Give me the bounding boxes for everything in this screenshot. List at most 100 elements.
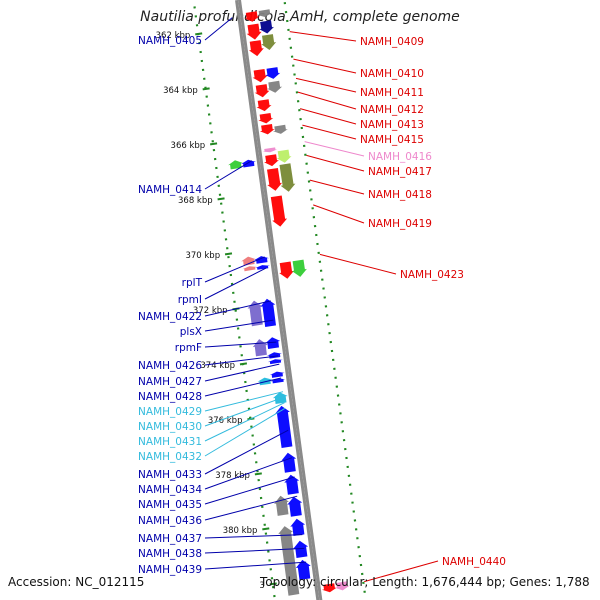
gene-label-right: NAMH_0409	[360, 36, 424, 48]
tick-mark	[262, 527, 270, 531]
gene-feature	[267, 80, 283, 93]
gene-label-left: NAMH_0435	[138, 499, 202, 511]
gene-label-left: NAMH_0422	[138, 311, 202, 323]
label-leader-left	[204, 341, 277, 348]
gene-feature	[322, 583, 337, 593]
tick-label: 380 kbp	[223, 526, 258, 536]
gene-feature	[249, 40, 264, 57]
label-leader-left	[204, 534, 303, 539]
gene-feature	[287, 496, 303, 517]
gene-feature	[293, 540, 309, 558]
gene-label-right: NAMH_0419	[368, 218, 432, 230]
tick-label: 364 kbp	[163, 86, 198, 96]
tick-mark	[224, 252, 233, 256]
gene-label-right: NAMH_0440	[442, 556, 506, 568]
gene-label-right: NAMH_0418	[368, 189, 432, 201]
gene-feature	[228, 160, 243, 170]
label-leader-left	[204, 363, 280, 382]
gene-label-left: rplT	[182, 277, 203, 289]
tick-label: 366 kbp	[171, 141, 206, 151]
tick-mark	[254, 472, 262, 476]
tick-label: 370 kbp	[185, 251, 220, 261]
tick-mark	[202, 87, 210, 91]
label-leader-left	[204, 160, 252, 190]
gene-label-left: rpmI	[178, 294, 202, 306]
backbone-line-1	[237, 0, 323, 600]
gene-label-left: NAMH_0434	[138, 484, 202, 496]
backbone-layer	[193, 0, 367, 600]
label-leader-left	[204, 402, 285, 442]
gene-feature	[242, 266, 258, 272]
gene-feature	[244, 11, 260, 22]
label-leader-left	[204, 377, 282, 397]
label-leader-left	[204, 267, 267, 300]
gene-feature	[273, 124, 288, 134]
gene-label-left: plsX	[180, 326, 202, 338]
label-leader-right	[364, 560, 439, 583]
label-leader-left	[204, 457, 293, 490]
gene-feature	[256, 99, 272, 112]
label-leader-left	[204, 407, 286, 457]
label-layer: NAMH_0409 NAMH_0410 NAMH_0411 NAMH_0412 NAMH…	[138, 17, 506, 583]
gene-label-left: NAMH_0429	[138, 406, 202, 418]
feature-layer	[228, 9, 350, 596]
label-leader-left	[204, 495, 298, 521]
gene-label-right: NAMH_0423	[400, 269, 464, 281]
map-title: Nautilia profundicola AmH, complete geno…	[140, 9, 460, 25]
gene-feature	[279, 163, 296, 192]
gene-feature	[259, 20, 274, 34]
gene-label-left: NAMH_0426	[138, 360, 202, 372]
backbone-line-0	[235, 0, 320, 600]
label-leader-right	[295, 77, 357, 93]
gene-label-left: NAMH_0433	[138, 469, 202, 481]
gene-label-right: NAMH_0412	[360, 104, 424, 116]
label-leader-left	[204, 547, 305, 554]
gene-feature	[267, 359, 283, 365]
tick-mark	[239, 362, 248, 366]
gene-label-right: NAMH_0416	[368, 151, 432, 163]
tick-label: 362 kbp	[156, 31, 191, 41]
gene-feature	[270, 378, 286, 384]
gene-feature	[241, 159, 256, 168]
gene-feature	[334, 581, 350, 591]
label-leader-left	[204, 561, 307, 570]
gene-label-left: NAMH_0432	[138, 451, 202, 463]
label-leader-right	[293, 58, 357, 74]
gene-label-left: NAMH_0436	[138, 515, 202, 527]
gene-feature	[281, 452, 297, 473]
gene-feature	[247, 300, 263, 327]
label-leader-left	[204, 300, 271, 317]
gene-feature	[295, 559, 311, 580]
gene-label-right: NAMH_0410	[360, 68, 424, 80]
label-leader-left	[204, 17, 233, 41]
gene-feature	[267, 352, 282, 359]
gene-feature	[267, 168, 283, 191]
gene-label-left: NAMH_0439	[138, 564, 202, 576]
gene-label-right: NAMH_0411	[360, 87, 424, 99]
tick-mark	[195, 32, 203, 36]
gene-feature	[259, 124, 275, 135]
label-leader-right	[319, 253, 397, 275]
label-leader-right	[302, 124, 357, 140]
gene-label-right: NAMH_0417	[368, 166, 432, 178]
gene-label-left: NAMH_0428	[138, 391, 202, 403]
label-leader-left	[204, 256, 265, 283]
tick-mark	[209, 142, 218, 146]
gene-feature	[246, 23, 262, 40]
gene-feature	[275, 405, 293, 448]
gene-feature	[292, 259, 307, 277]
label-leader-left	[204, 476, 295, 505]
label-leader-right	[309, 179, 365, 195]
gene-feature	[255, 265, 270, 270]
gene-label-left: NAMH_0438	[138, 548, 202, 560]
gene-feature	[264, 154, 279, 167]
label-leader-left	[204, 319, 274, 332]
gene-feature	[265, 67, 281, 79]
label-leader-right	[304, 141, 365, 157]
label-leader-right	[297, 91, 357, 110]
gene-feature	[278, 526, 300, 596]
gene-label-right: NAMH_0413	[360, 119, 424, 131]
label-leader-right	[289, 31, 357, 42]
tick-mark	[269, 582, 277, 586]
